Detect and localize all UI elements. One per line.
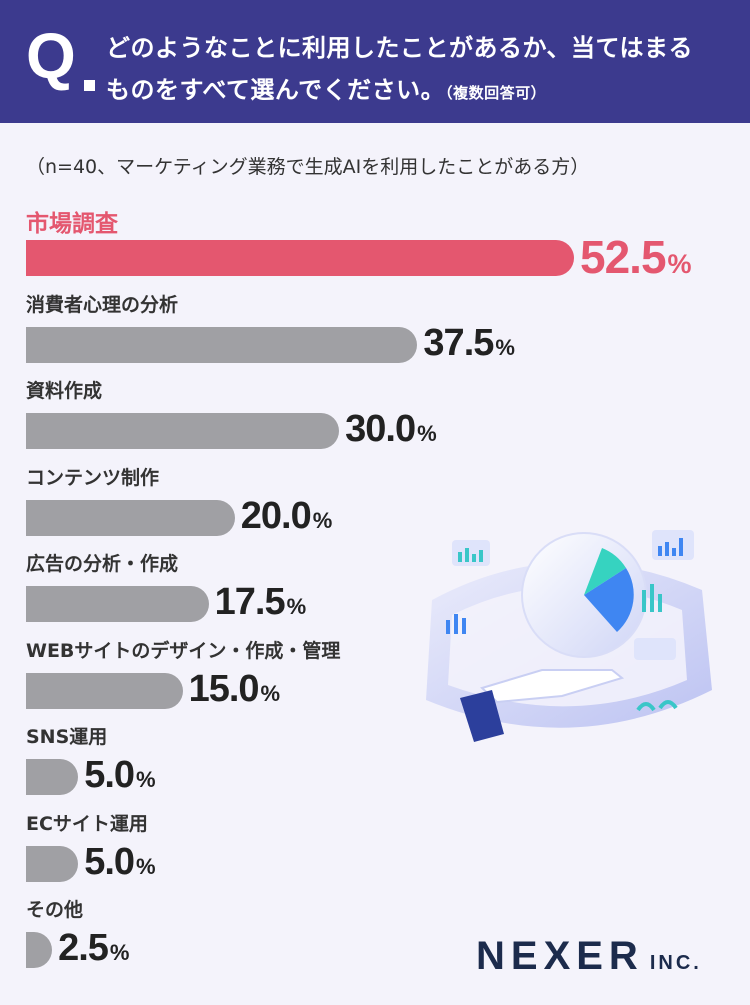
data-label: 5.0% [84,756,155,794]
data-label-unit: % [312,507,333,533]
category-label: ECサイト運用 [26,812,148,835]
nexer-logo: NEXER INC. [476,936,702,976]
bar [26,932,53,968]
question-header: Q どのようなことに利用したことがあるか、当てはまる ものをすべて選んでください… [0,0,750,123]
bar [26,326,418,363]
data-label-unit: % [109,940,130,965]
data-label-unit: % [417,421,437,446]
data-label-unit: % [495,334,515,360]
data-label-unit: % [136,767,156,792]
data-label-unit: % [260,680,281,706]
category-label: SNS運用 [26,726,108,748]
logo-sub: INC. [649,952,702,974]
data-label: 52.5% [580,234,692,280]
question-note: （複数回答可） [445,84,547,102]
category-label: 資料作成 [26,380,103,402]
category-label: WEBサイトのデザイン・作成・管理 [26,639,341,662]
data-label-number: 15.0 [188,667,260,710]
bar [26,413,340,449]
question-line-2: ものをすべて選んでください。（複数回答可） [106,70,546,105]
category-label: 市場調査 [26,211,118,237]
data-label: 37.5% [423,324,515,362]
category-label: 消費者心理の分析 [26,293,179,316]
data-label-number: 20.0 [240,494,312,537]
data-label-number: 5.0 [84,840,135,883]
data-label: 30.0% [345,410,437,448]
analytics-illustration-icon [426,530,712,742]
category-label: その他 [26,899,84,921]
q-mark: Q [26,20,76,92]
data-label-unit: % [286,594,307,619]
data-label: 2.5% [58,929,129,967]
bar [26,240,574,276]
data-label-number: 5.0 [84,754,135,796]
question-line-2-text: ものをすべて選んでください。 [106,76,446,104]
category-label: コンテンツ制作 [26,466,160,489]
bar [26,845,79,882]
data-label-unit: % [136,853,156,879]
data-label-number: 52.5 [580,231,667,283]
data-label-number: 30.0 [345,408,416,450]
category-label: 広告の分析・作成 [26,553,179,575]
data-label-unit: % [667,249,692,279]
chart-subtitle: （n=40、マーケティング業務で生成AIを利用したことがある方） [26,156,590,178]
data-label: 15.0% [189,670,281,708]
data-label-number: 2.5 [58,927,109,969]
bar [26,672,183,709]
bar [26,759,79,795]
data-label: 20.0% [241,497,333,535]
data-label: 17.5% [215,583,307,621]
data-label: 5.0% [84,843,155,881]
q-dot [84,80,95,91]
question-line-1: どのようなことに利用したことがあるか、当てはまる [106,34,694,62]
data-label-number: 37.5 [423,321,494,364]
data-label-number: 17.5 [214,581,286,623]
logo-main: NEXER [476,934,644,978]
bar [26,499,235,536]
bar [26,586,209,622]
